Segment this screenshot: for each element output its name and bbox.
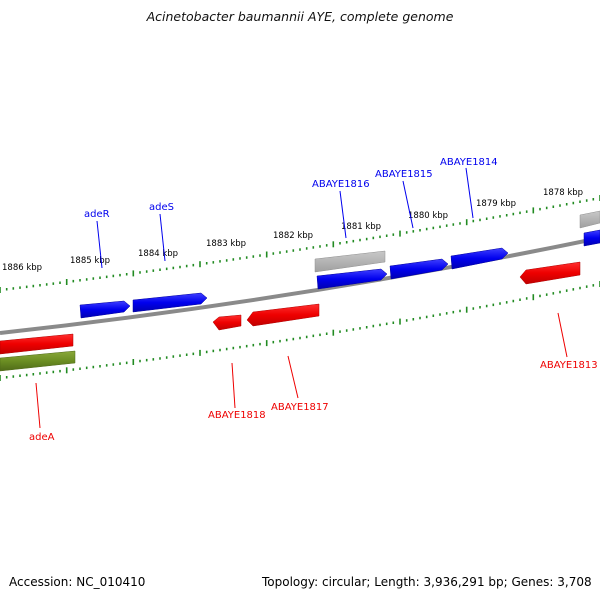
gene-label-adeR[interactable]: adeR: [84, 209, 110, 220]
gene-label-ABAYE1814[interactable]: ABAYE1814: [440, 157, 498, 168]
kbp-label-1879: 1879 kbp: [476, 199, 516, 209]
kbp-label-1880: 1880 kbp: [408, 211, 448, 221]
gene-label-adeS[interactable]: adeS: [149, 202, 174, 213]
leader-line-ABAYE1815: [402, 180, 414, 229]
gene-adeR-arrow[interactable]: [79, 300, 131, 319]
gene-ABAYE1816-arrow[interactable]: [314, 250, 386, 273]
genome-summary-text: Topology: circular; Length: 3,936,291 bp…: [262, 575, 592, 589]
gene-label-ABAYE1816[interactable]: ABAYE1816: [312, 179, 370, 190]
gene-ABAYE1815-arrow[interactable]: [389, 258, 449, 280]
leader-line-adeA: [35, 382, 41, 429]
kbp-label-1884: 1884 kbp: [138, 249, 178, 259]
gene-label-ABAYE1813[interactable]: ABAYE1813: [540, 360, 598, 371]
gene-ABAYE1813-arrow[interactable]: [519, 261, 581, 285]
gene-label-ABAYE1815[interactable]: ABAYE1815: [375, 169, 433, 180]
leader-line-ABAYE1813: [557, 312, 568, 358]
gene-adeA-red-arrow[interactable]: [0, 333, 74, 355]
kbp-label-1885: 1885 kbp: [70, 256, 110, 266]
gene-edge-blue-arrow[interactable]: [583, 229, 600, 247]
genome-backbone: [0, 236, 600, 335]
map-title: Acinetobacter baumannii AYE, complete ge…: [146, 9, 454, 24]
forward-ruler: [0, 195, 600, 293]
gene-label-ABAYE1818[interactable]: ABAYE1818: [208, 410, 266, 421]
reverse-ruler: [0, 281, 600, 381]
leader-line-ABAYE1817: [287, 355, 299, 399]
kbp-label-1886: 1886 kbp: [2, 263, 42, 273]
leader-line-ABAYE1816: [339, 190, 347, 239]
accession-text: Accession: NC_010410: [9, 575, 146, 589]
leader-line-adeR: [96, 220, 103, 269]
leader-line-ABAYE1818: [231, 362, 236, 409]
kbp-label-1881: 1881 kbp: [341, 222, 381, 232]
kbp-label-1883: 1883 kbp: [206, 239, 246, 249]
gene-ABAYE1816-body[interactable]: [316, 268, 388, 290]
gene-label-adeA[interactable]: adeA: [29, 432, 55, 443]
gene-adeS-arrow[interactable]: [132, 292, 208, 313]
gene-ABAYE1817-arrow[interactable]: [246, 303, 320, 327]
leader-line-ABAYE1814: [465, 167, 474, 219]
kbp-label-1878: 1878 kbp: [543, 188, 583, 198]
gene-edge-gray-arrow[interactable]: [579, 210, 600, 229]
kbp-label-1882: 1882 kbp: [273, 231, 313, 241]
gene-label-ABAYE1817[interactable]: ABAYE1817: [271, 402, 329, 413]
leader-line-adeS: [159, 213, 166, 262]
gene-ABAYE1818-arrow[interactable]: [212, 314, 242, 331]
gene-adeA-green-arrow[interactable]: [0, 350, 76, 372]
gene-ABAYE1814-arrow[interactable]: [450, 247, 509, 270]
